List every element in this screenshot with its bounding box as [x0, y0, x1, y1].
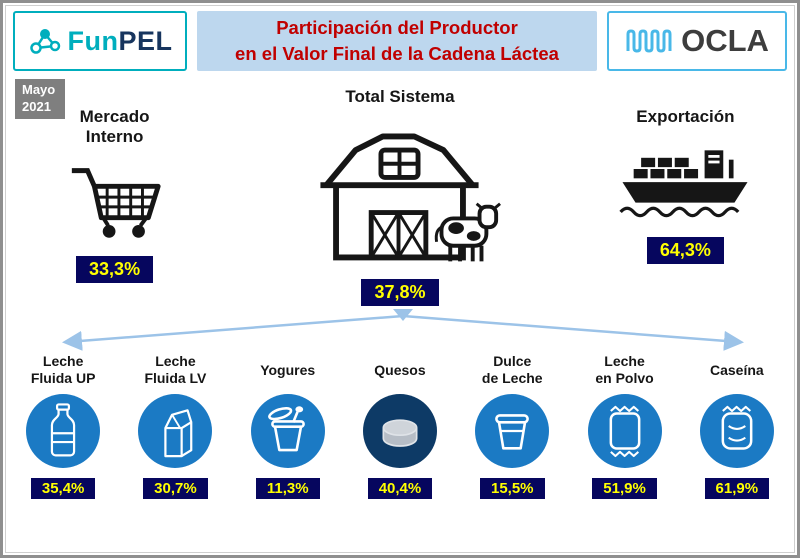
product-quesos: Quesos 40,4%: [344, 352, 456, 499]
ocla-wordmark: OCLA: [681, 23, 769, 58]
exportacion-value: 64,3%: [646, 236, 724, 264]
funpel-wordmark: FunPEL: [67, 25, 173, 56]
title-line-2: en el Valor Final de la Cadena Láctea: [235, 43, 559, 64]
yogurt-cup-icon: [250, 393, 325, 468]
mercado-interno-value: 33,3%: [76, 256, 154, 284]
product-leche-fluida-up: Leche Fluida UP 35,4%: [7, 352, 119, 499]
milk-carton-icon: [138, 393, 213, 468]
barn-cow-icon: [297, 115, 502, 273]
section-mercado-interno: Mercado Interno: [9, 81, 220, 306]
product-dulce-de-leche: Dulce de Leche 15,5%: [456, 352, 568, 499]
product-label: Caseína: [709, 361, 764, 378]
title-line-1: Participación del Productor: [276, 17, 518, 39]
dulce-pot-icon: [475, 393, 550, 468]
total-sistema-value: 37,8%: [361, 278, 439, 306]
product-value: 40,4%: [367, 477, 433, 499]
product-value: 11,3%: [255, 477, 320, 499]
product-value: 15,5%: [479, 477, 545, 499]
product-value: 61,9%: [704, 477, 770, 499]
product-label: Dulce de Leche: [481, 353, 543, 386]
main-sections: Mercado Interno: [3, 81, 797, 306]
product-value: 30,7%: [143, 477, 208, 499]
product-label: Leche Fluida LV: [144, 353, 207, 386]
ocla-wave-icon: [626, 29, 672, 53]
section-title: Exportación: [636, 107, 735, 126]
header: FunPEL Participación del Productor en el…: [3, 3, 797, 75]
casein-bag-icon: [699, 393, 774, 468]
page-title: Participación del Productor en el Valor …: [197, 11, 597, 71]
product-value: 35,4%: [30, 477, 96, 499]
date-badge: Mayo 2021: [15, 79, 66, 119]
milk-bottle-icon: [26, 393, 101, 468]
product-leche-en-polvo: Leche en Polvo 51,9%: [568, 352, 680, 499]
funpel-logo: FunPEL: [13, 11, 187, 71]
product-yogures: Yogures 11,3%: [232, 352, 344, 499]
product-row: Leche Fluida UP 35,4% Leche Fluida LV: [3, 352, 797, 499]
connector-lines: [62, 308, 744, 351]
ocla-logo: OCLA: [607, 11, 787, 71]
cheese-wheel-icon: [362, 393, 437, 468]
product-leche-fluida-lv: Leche Fluida LV 30,7%: [119, 352, 231, 499]
product-label: Yogures: [260, 361, 316, 378]
product-label: Leche en Polvo: [595, 353, 654, 386]
funpel-molecule-icon: [29, 29, 60, 54]
product-label: Quesos: [374, 361, 426, 378]
cargo-ship-icon: [615, 135, 755, 231]
product-value: 51,9%: [592, 477, 657, 499]
section-total-sistema: Total Sistema: [220, 81, 580, 306]
product-caseina: Caseína 61,9%: [681, 352, 793, 499]
product-label: Leche Fluida UP: [30, 353, 96, 386]
section-title: Total Sistema: [345, 87, 455, 106]
powder-bag-icon: [587, 393, 662, 468]
section-exportacion: Exportación: [580, 81, 791, 306]
shopping-cart-icon: [64, 154, 166, 250]
section-title: Mercado Interno: [79, 107, 150, 146]
